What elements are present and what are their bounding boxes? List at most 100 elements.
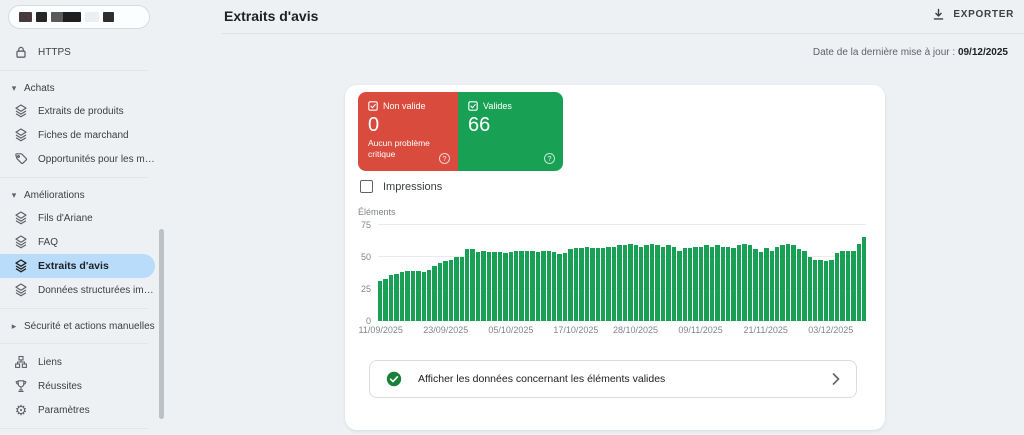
chart-bar[interactable] bbox=[655, 245, 660, 321]
chart-bar[interactable] bbox=[742, 244, 747, 321]
chart-bar[interactable] bbox=[600, 248, 606, 321]
chart-bar[interactable] bbox=[807, 257, 812, 321]
chart-bar[interactable] bbox=[856, 244, 861, 321]
chart-bar[interactable] bbox=[769, 250, 774, 321]
chart-bar[interactable] bbox=[720, 246, 725, 321]
chart-bar[interactable] bbox=[405, 271, 410, 321]
sidebar-item-faq[interactable]: FAQ bbox=[0, 230, 168, 254]
chart-bar[interactable] bbox=[475, 251, 481, 321]
chart-bar[interactable] bbox=[432, 265, 437, 321]
chart-bar[interactable] bbox=[416, 271, 421, 321]
chart-bar[interactable] bbox=[519, 250, 524, 321]
property-selector[interactable] bbox=[8, 5, 150, 29]
chart-bar[interactable] bbox=[726, 246, 731, 321]
chart-bar[interactable] bbox=[709, 246, 715, 321]
chart-bar[interactable] bbox=[693, 246, 698, 321]
chart-bar[interactable] bbox=[546, 250, 551, 321]
chart-bar[interactable] bbox=[557, 254, 562, 321]
chart-bar[interactable] bbox=[698, 246, 704, 321]
chart-bar[interactable] bbox=[622, 245, 628, 321]
chart-bar[interactable] bbox=[861, 236, 867, 321]
chart-bar[interactable] bbox=[552, 251, 557, 321]
chart-bar[interactable] bbox=[785, 244, 791, 321]
chart-bar[interactable] bbox=[704, 245, 709, 321]
sidebar-item-extraits-de-produits[interactable]: Extraits de produits bbox=[0, 99, 168, 123]
chart-bar[interactable] bbox=[758, 251, 764, 321]
chart-bar[interactable] bbox=[530, 250, 535, 321]
sidebar-item-extraits-davis[interactable]: Extraits d'avis bbox=[0, 254, 155, 278]
chart-bar[interactable] bbox=[639, 246, 644, 321]
chart-bar[interactable] bbox=[465, 249, 470, 321]
chart-bar[interactable] bbox=[715, 245, 720, 321]
chart-bar[interactable] bbox=[617, 245, 622, 321]
valid-card[interactable]: Valides 66 ? bbox=[458, 92, 563, 171]
chart-bar[interactable] bbox=[595, 248, 600, 321]
chart-bar[interactable] bbox=[818, 259, 823, 321]
chart-bar[interactable] bbox=[470, 249, 475, 321]
chart-bar[interactable] bbox=[845, 250, 851, 321]
chart-bar[interactable] bbox=[840, 250, 845, 321]
chart-bar[interactable] bbox=[508, 251, 513, 321]
chart-bar[interactable] bbox=[388, 274, 394, 321]
chart-bar[interactable] bbox=[503, 253, 508, 321]
chart-bar[interactable] bbox=[851, 250, 856, 321]
chart-bar[interactable] bbox=[454, 257, 459, 321]
chart-bar[interactable] bbox=[383, 278, 388, 321]
chart-bar[interactable] bbox=[426, 269, 432, 321]
sidebar-scrollbar[interactable] bbox=[159, 229, 164, 419]
sidebar-section-securite[interactable]: ▸ Sécurité et actions manuelles bbox=[0, 315, 168, 337]
chart-bar[interactable] bbox=[492, 251, 497, 321]
chart-bar[interactable] bbox=[584, 246, 590, 321]
chart-bar[interactable] bbox=[568, 249, 573, 321]
chart-bar[interactable] bbox=[611, 246, 617, 321]
chart-bar[interactable] bbox=[606, 246, 611, 321]
chart-bar[interactable] bbox=[481, 250, 486, 321]
sidebar-section-achats[interactable]: ▾ Achats bbox=[0, 77, 168, 99]
show-valid-data-button[interactable]: Afficher les données concernant les élém… bbox=[369, 360, 857, 398]
chart-bar[interactable] bbox=[731, 248, 736, 321]
invalid-card[interactable]: Non valide 0 Aucun problème critique ? bbox=[358, 92, 458, 171]
impressions-checkbox[interactable] bbox=[360, 180, 373, 193]
chart-bar[interactable] bbox=[448, 259, 454, 321]
chart-bar[interactable] bbox=[682, 248, 687, 321]
sidebar-item-parametres[interactable]: ⚙ Paramètres bbox=[0, 398, 168, 422]
sidebar-item-fiches-de-marchand[interactable]: Fiches de marchand bbox=[0, 123, 168, 147]
chart-bar[interactable] bbox=[753, 249, 758, 321]
sidebar-item-https[interactable]: HTTPS bbox=[0, 40, 168, 64]
chart-bar[interactable] bbox=[541, 250, 546, 321]
chart-bar[interactable] bbox=[513, 250, 519, 321]
chart-bar[interactable] bbox=[378, 281, 383, 321]
chart-bar[interactable] bbox=[443, 260, 448, 321]
sidebar-section-ameliorations[interactable]: ▾ Améliorations bbox=[0, 184, 168, 206]
chart-bar[interactable] bbox=[394, 273, 399, 321]
impressions-toggle[interactable]: Impressions bbox=[360, 180, 442, 193]
chart-bar[interactable] bbox=[421, 272, 426, 321]
chart-bar[interactable] bbox=[677, 250, 682, 321]
chart-bar[interactable] bbox=[802, 250, 807, 321]
export-button[interactable]: EXPORTER bbox=[932, 8, 1014, 21]
chart-bar[interactable] bbox=[524, 250, 530, 321]
chart-bar[interactable] bbox=[813, 259, 818, 321]
chart-bar[interactable] bbox=[562, 253, 568, 321]
chart-bar[interactable] bbox=[633, 245, 638, 321]
chart-bar[interactable] bbox=[823, 260, 829, 321]
chart-bar[interactable] bbox=[437, 263, 443, 321]
chart-bar[interactable] bbox=[399, 272, 405, 321]
chart-bar[interactable] bbox=[644, 245, 649, 321]
chart-bar[interactable] bbox=[829, 259, 834, 321]
chart-bar[interactable] bbox=[671, 246, 677, 321]
chart-bars[interactable] bbox=[378, 225, 867, 321]
sidebar-item-reussites[interactable]: Réussites bbox=[0, 374, 168, 398]
sidebar-item-fils-dariane[interactable]: Fils d'Ariane bbox=[0, 206, 168, 230]
chart-bar[interactable] bbox=[535, 251, 541, 321]
help-icon[interactable]: ? bbox=[439, 153, 450, 164]
chart-bar[interactable] bbox=[666, 245, 671, 321]
chart-bar[interactable] bbox=[796, 249, 802, 321]
chart-bar[interactable] bbox=[687, 248, 693, 321]
chart-bar[interactable] bbox=[573, 248, 579, 321]
chart-bar[interactable] bbox=[497, 251, 503, 321]
chart-bar[interactable] bbox=[764, 248, 769, 321]
chart-bar[interactable] bbox=[410, 271, 416, 321]
chart-bar[interactable] bbox=[747, 245, 753, 321]
chart-bar[interactable] bbox=[780, 245, 785, 321]
